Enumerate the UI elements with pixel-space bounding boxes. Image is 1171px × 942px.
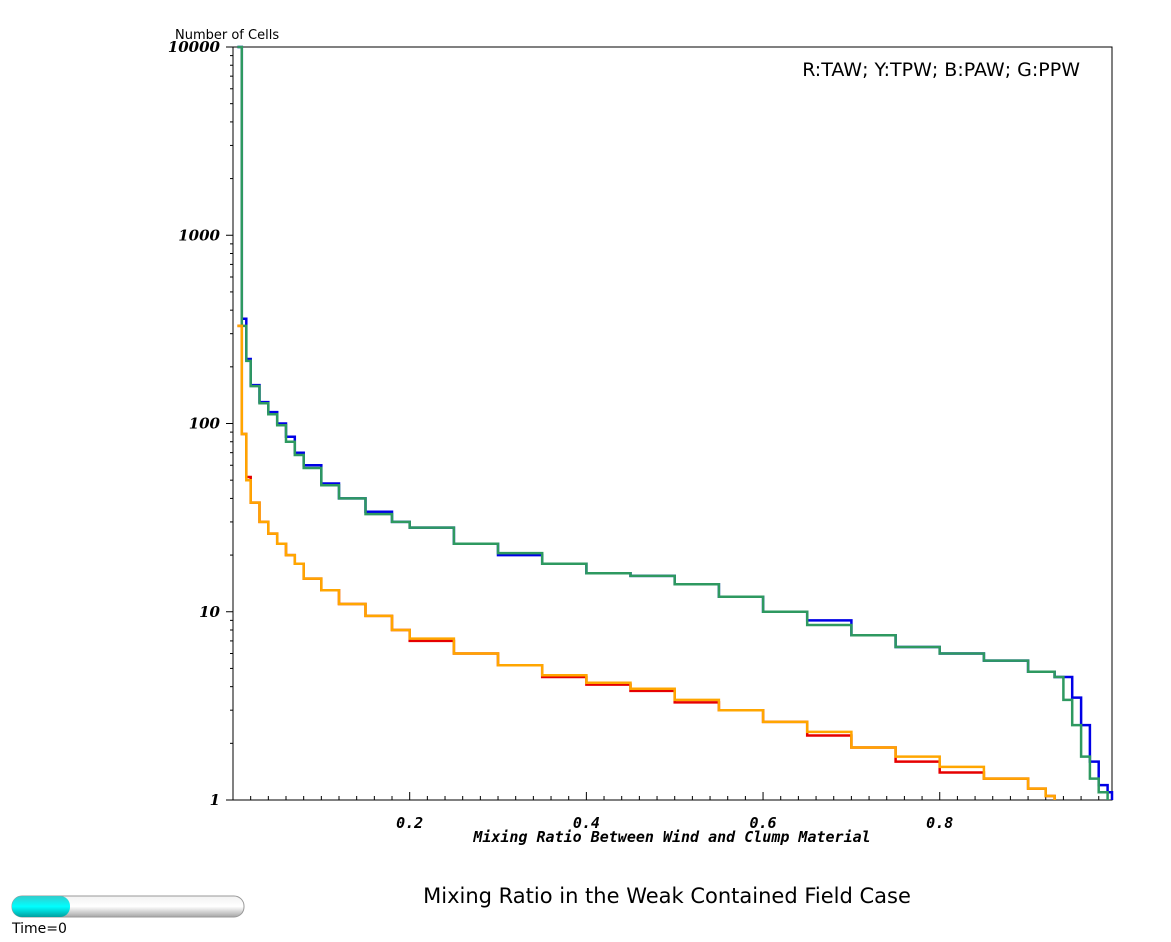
legend-text: R:TAW; Y:TPW; B:PAW; G:PPW [802, 59, 1080, 81]
series-taw-line [237, 324, 1056, 800]
x-tick-label: 0.8 [926, 814, 953, 832]
x-tick-label: 0.6 [750, 814, 777, 832]
x-tick-label: 0.4 [573, 814, 600, 832]
series-tpw-line [237, 324, 1056, 800]
series-ppw-line [237, 45, 1109, 800]
x-axis-label: Mixing Ratio Between Wind and Clump Mate… [472, 828, 870, 846]
series-group [237, 45, 1114, 800]
x-tick-label: 0.2 [396, 814, 423, 832]
y-tick-label: 1 [210, 791, 220, 809]
time-slider[interactable] [11, 895, 245, 918]
series-paw-line [237, 45, 1114, 800]
chart-title: Mixing Ratio in the Weak Contained Field… [423, 884, 911, 908]
y-tick-label: 100 [189, 415, 221, 433]
y-axis: 1 10 100 1000 10000 [168, 38, 233, 809]
time-label: Time=0 [11, 921, 67, 937]
plot-frame [232, 46, 1113, 801]
y-tick-label: 10000 [168, 38, 221, 56]
x-axis: 0.2 0.4 0.6 0.8 [250, 792, 1100, 832]
time-slider-fill [12, 896, 70, 917]
y-tick-label: 10 [199, 603, 220, 621]
y-axis-label: Number of Cells [175, 28, 279, 43]
y-tick-label: 1000 [178, 226, 220, 244]
